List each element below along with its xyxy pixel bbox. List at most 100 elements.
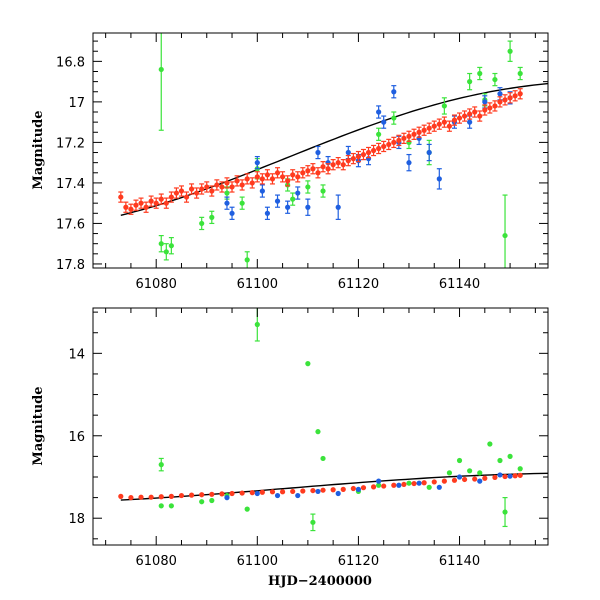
blue-data-point [391, 89, 397, 95]
x-tick-label: 61120 [338, 554, 379, 569]
red-data-point [411, 480, 417, 487]
green-data-point [163, 249, 169, 255]
green-data-point [310, 519, 316, 525]
y-tick-label: 16.8 [56, 55, 85, 70]
blue-data-point [254, 490, 260, 497]
red-data-point [446, 123, 453, 129]
red-data-point [441, 478, 447, 484]
green-data-point [199, 499, 205, 505]
blue-data-point [497, 91, 503, 97]
blue-data-point [426, 149, 432, 156]
green-data-point [502, 232, 508, 239]
x-tick-label: 61100 [237, 554, 278, 569]
red-data-point [279, 174, 286, 180]
blue-data-point [482, 99, 488, 105]
red-data-point [325, 166, 331, 172]
red-data-point [517, 91, 523, 97]
red-data-point [345, 158, 351, 164]
green-data-point [391, 115, 397, 121]
red-data-point [168, 194, 174, 200]
green-data-point [487, 441, 493, 447]
green-data-point [426, 484, 432, 490]
red-data-point [396, 137, 402, 143]
y-tick-label: 17 [68, 96, 85, 111]
blue-data-point [254, 160, 260, 166]
x-tick-label: 61080 [136, 277, 177, 292]
red-data-point [224, 180, 230, 186]
red-data-point [335, 160, 341, 166]
red-data-point [188, 492, 195, 498]
green-data-point [244, 506, 250, 512]
bottom-plot-frame [92, 307, 549, 546]
red-data-point [340, 486, 346, 492]
red-data-point [502, 473, 508, 480]
green-data-point [290, 196, 296, 202]
red-data-point [517, 472, 523, 478]
blue-data-point [436, 484, 442, 490]
red-data-point [209, 491, 215, 497]
blue-data-point [229, 210, 235, 216]
red-data-point [168, 493, 174, 499]
red-data-point [183, 194, 190, 200]
red-data-point [401, 481, 407, 488]
bottom-y-axis-title: Magnitude [31, 386, 46, 465]
red-data-point [426, 125, 432, 131]
green-data-point [168, 503, 174, 509]
green-data-point [239, 200, 245, 206]
blue-data-point [416, 480, 422, 486]
red-data-point [269, 489, 276, 495]
y-tick-label: 17.8 [56, 258, 85, 273]
red-data-point [259, 176, 265, 182]
red-data-point [421, 127, 427, 133]
red-data-point [487, 105, 493, 111]
red-data-point [254, 174, 260, 180]
red-data-point [411, 131, 417, 137]
green-data-point [502, 509, 508, 515]
green-data-point [497, 457, 503, 464]
y-tick-label: 16 [68, 430, 85, 445]
red-data-point [269, 176, 276, 182]
red-data-point [467, 111, 473, 117]
red-data-point [360, 151, 367, 158]
blue-data-point [285, 204, 291, 210]
red-data-point [391, 482, 397, 488]
green-data-point [517, 466, 523, 472]
green-data-point [406, 480, 412, 486]
red-data-point [173, 190, 180, 196]
red-data-point [239, 490, 245, 496]
green-data-point [244, 257, 250, 263]
red-data-point [128, 495, 134, 501]
green-data-point [446, 470, 453, 476]
red-data-point [199, 492, 205, 498]
red-data-point [188, 186, 195, 192]
red-data-point [204, 184, 210, 190]
red-data-point [431, 479, 437, 485]
blue-data-point [355, 486, 362, 492]
blue-data-point [274, 492, 281, 499]
red-data-point [118, 493, 124, 499]
bottom-panel: 61080 61100 61120 61140 14 16 18 Magnitude HJD… [31, 307, 549, 589]
red-data-point [406, 133, 412, 139]
red-data-point [451, 117, 458, 123]
blue-data-point [264, 210, 271, 216]
blue-data-point [335, 490, 341, 497]
red-data-point [431, 123, 437, 129]
blue-data-point [396, 482, 402, 488]
red-data-point [512, 473, 518, 479]
red-data-point [274, 170, 281, 176]
red-data-point [330, 487, 336, 493]
red-data-point [143, 204, 149, 210]
green-data-point [158, 462, 164, 468]
red-data-point [381, 483, 387, 489]
blue-data-point [224, 200, 230, 206]
blue-data-point [335, 204, 341, 210]
red-data-point [194, 190, 200, 196]
green-data-point [507, 48, 513, 54]
green-data-point [467, 468, 473, 474]
red-data-point [461, 113, 468, 119]
red-data-point [219, 491, 225, 497]
red-data-point [370, 484, 377, 490]
red-data-point [386, 141, 392, 148]
